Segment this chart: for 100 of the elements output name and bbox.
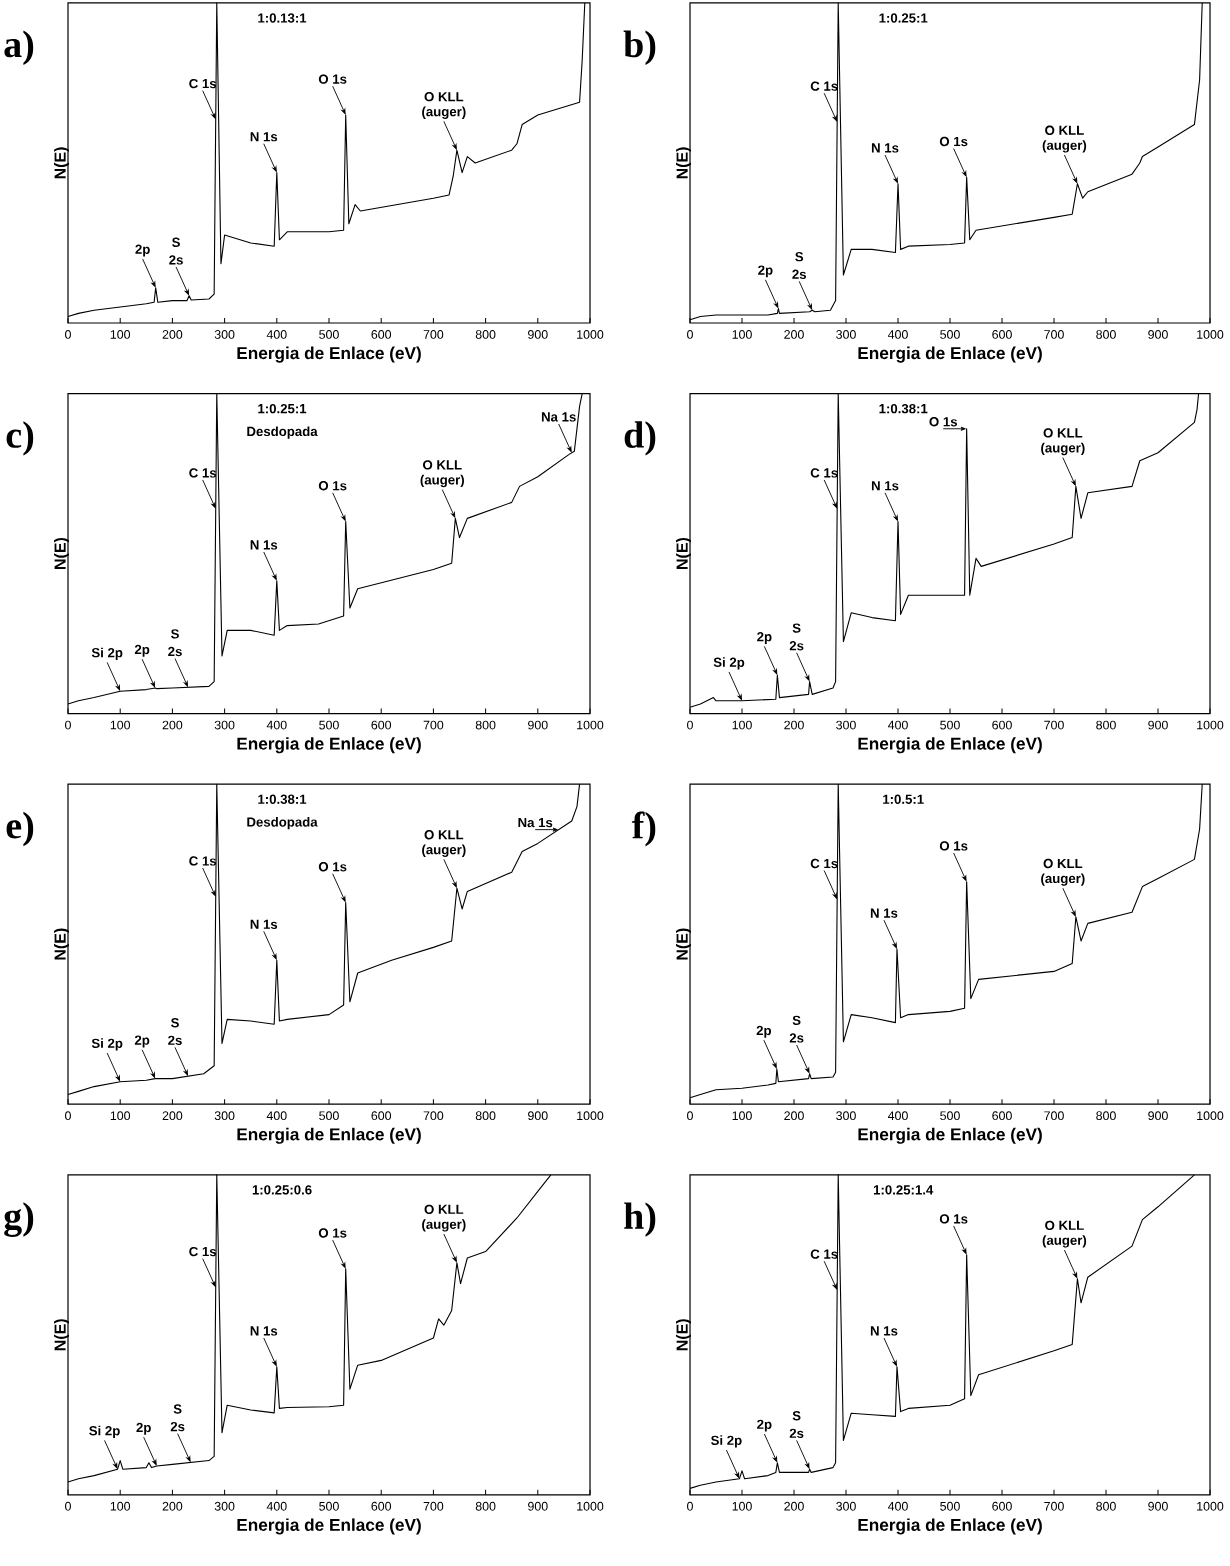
y-axis-title: N(E) xyxy=(54,928,69,960)
x-tick-label: 100 xyxy=(110,330,131,339)
x-tick-label: 0 xyxy=(687,720,693,730)
y-axis-title: N(E) xyxy=(54,147,69,179)
y-axis-title: N(E) xyxy=(676,1319,691,1351)
annotation: 2s xyxy=(789,1033,804,1043)
x-tick-label: 0 xyxy=(687,1501,693,1511)
x-tick-label: 100 xyxy=(110,1111,131,1121)
annotation: S xyxy=(173,1404,182,1414)
x-tick-label: 400 xyxy=(887,720,908,730)
annotation: N 1s xyxy=(871,143,899,153)
x-tick-label: 900 xyxy=(528,720,548,730)
annotation: 2p xyxy=(136,1422,151,1435)
annotation: Desdopada xyxy=(247,426,318,439)
x-tick-label: 900 xyxy=(528,1111,548,1121)
x-tick-label: 700 xyxy=(1044,1501,1064,1511)
annotation: Na 1s xyxy=(541,412,576,422)
x-tick-label: 300 xyxy=(836,1501,856,1511)
annotation: O 1s xyxy=(939,1214,968,1224)
x-tick-label: 0 xyxy=(65,1501,71,1511)
x-tick-label: 700 xyxy=(423,1501,444,1511)
y-axis-title: N(E) xyxy=(676,147,691,179)
x-tick-label: 900 xyxy=(1148,720,1168,730)
annotation: O KLL xyxy=(424,830,464,840)
x-tick-label: 200 xyxy=(162,720,183,730)
annotation: O 1s xyxy=(318,74,347,84)
x-tick-label: 400 xyxy=(887,1501,908,1511)
annotation: 2s xyxy=(168,1035,182,1045)
x-tick-label: 400 xyxy=(266,720,287,730)
annotation: Si 2p xyxy=(91,1038,123,1051)
annotation: C 1s xyxy=(810,858,838,869)
x-axis-title: Energia de Enlace (eV) xyxy=(237,1127,421,1144)
x-tick-label: 800 xyxy=(475,1501,496,1511)
annotation: C 1s xyxy=(189,78,217,89)
text: g) xyxy=(4,1202,34,1237)
x-tick-label: 700 xyxy=(1044,720,1064,730)
x-tick-label: 1000 xyxy=(577,1111,604,1121)
x-axis-title: Energia de Enlace (eV) xyxy=(858,1518,1042,1535)
x-tick-label: 300 xyxy=(214,1111,235,1121)
annotation: O KLL xyxy=(1045,125,1084,135)
x-tick-label: 0 xyxy=(65,330,71,339)
annotation: Si 2p xyxy=(711,1435,742,1448)
x-tick-label: 800 xyxy=(1096,720,1116,730)
annotation: O 1s xyxy=(318,862,347,872)
x-tick-label: 900 xyxy=(528,1501,548,1511)
x-tick-label: 600 xyxy=(371,1501,392,1511)
x-tick-label: 1000 xyxy=(577,720,604,730)
annotation: O 1s xyxy=(929,417,958,427)
annotation: (auger) xyxy=(422,106,466,119)
annotation: N 1s xyxy=(870,1326,898,1336)
x-tick-label: 700 xyxy=(1044,330,1064,339)
x-tick-label: 400 xyxy=(887,330,908,339)
x-tick-label: 500 xyxy=(940,1501,960,1511)
x-tick-label: 600 xyxy=(992,1501,1012,1511)
annotation: C 1s xyxy=(810,81,838,91)
annotation: (auger) xyxy=(1041,442,1085,456)
x-axis-title: Energia de Enlace (eV) xyxy=(858,737,1042,754)
annotation: C 1s xyxy=(189,1246,217,1257)
x-tick-label: 800 xyxy=(1096,1111,1116,1121)
x-tick-label: 1000 xyxy=(1197,720,1224,730)
x-tick-label: 300 xyxy=(836,330,856,339)
annotation: (auger) xyxy=(422,844,466,857)
text: b) xyxy=(623,30,656,65)
annotation: 2p xyxy=(758,265,773,278)
text: a) xyxy=(4,30,34,65)
annotation: N 1s xyxy=(250,132,278,142)
x-tick-label: 300 xyxy=(836,720,856,730)
x-tick-label: 0 xyxy=(687,1111,693,1121)
annotation: N 1s xyxy=(250,540,278,550)
annotation: 2s xyxy=(168,646,182,657)
x-tick-label: 400 xyxy=(266,330,287,339)
annotation: (auger) xyxy=(420,474,464,488)
x-tick-label: 100 xyxy=(110,720,131,730)
annotation: O KLL xyxy=(424,1204,464,1214)
text: f) xyxy=(631,811,656,847)
x-tick-label: 100 xyxy=(732,330,752,339)
x-tick-label: 900 xyxy=(1148,1501,1168,1511)
annotation: O KLL xyxy=(423,460,462,470)
annotation: C 1s xyxy=(189,856,217,866)
y-axis-title: N(E) xyxy=(676,537,691,569)
x-axis-title: Energia de Enlace (eV) xyxy=(237,737,421,754)
annotation: Si 2p xyxy=(89,1425,120,1438)
annotation: S xyxy=(795,252,804,262)
annotation: 2s xyxy=(170,1421,185,1432)
annotation: (auger) xyxy=(1042,140,1087,153)
annotation: 1:0.25:1 xyxy=(879,13,928,23)
x-tick-label: 100 xyxy=(732,1501,752,1511)
annotation: 1:0.38:1 xyxy=(879,403,928,414)
x-tick-label: 300 xyxy=(836,1111,856,1121)
annotation: S xyxy=(170,629,179,639)
annotation: O KLL xyxy=(1045,1220,1084,1230)
x-tick-label: 300 xyxy=(214,1501,235,1511)
x-tick-label: 100 xyxy=(732,720,752,730)
annotation: N 1s xyxy=(250,1326,278,1336)
x-tick-label: 500 xyxy=(319,330,339,339)
x-tick-label: 0 xyxy=(65,720,71,730)
x-tick-label: 600 xyxy=(992,720,1012,730)
annotation: 2p xyxy=(756,1025,772,1038)
x-tick-label: 300 xyxy=(214,720,235,730)
x-tick-label: 700 xyxy=(1044,1111,1064,1121)
